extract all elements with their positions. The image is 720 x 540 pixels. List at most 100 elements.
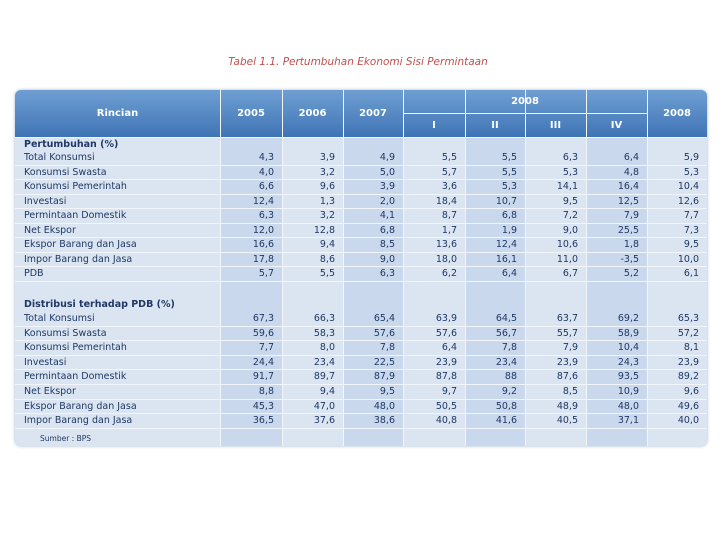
cell-value: 1,8	[623, 239, 639, 250]
cell-value: 6,6	[258, 181, 274, 192]
column-header: IV	[610, 120, 623, 131]
cell-value: 9,4	[319, 239, 335, 250]
cell-value: 9,6	[319, 181, 335, 192]
row-line	[15, 237, 707, 238]
cell-value: 37,6	[313, 415, 335, 427]
cell-value: 57,6	[373, 327, 395, 339]
column-line	[525, 90, 526, 446]
cell-value: 8,8	[258, 386, 274, 397]
cell-value: 5,5	[501, 152, 517, 163]
cell-value: 40,5	[556, 415, 578, 427]
cell-value: 6,3	[562, 152, 578, 163]
cell-value: 3,2	[319, 166, 335, 178]
source-note: Sumber : BPS	[40, 434, 92, 443]
column-header: I	[432, 120, 436, 131]
row-line	[15, 369, 707, 370]
column-header: 2008	[663, 108, 691, 119]
cell-value: 6,3	[379, 268, 395, 279]
cell-value: 23,4	[495, 356, 517, 368]
cell-value: 9,0	[562, 224, 578, 236]
cell-value: 88	[504, 371, 517, 383]
row-line	[15, 413, 707, 414]
cell-value: 48,0	[373, 400, 395, 412]
cell-value: 66,3	[313, 313, 335, 324]
cell-value: 93,5	[617, 371, 639, 383]
cell-value: 65,3	[677, 313, 699, 324]
row-label: Konsumsi Pemerintah	[24, 342, 127, 354]
cell-value: 47,0	[313, 400, 335, 412]
cell-value: 14,1	[556, 181, 578, 192]
column-line	[647, 90, 648, 446]
cell-value: 9,5	[683, 239, 699, 250]
cell-value: 25,5	[617, 224, 639, 236]
cell-value: 6,8	[379, 224, 395, 236]
column-line	[403, 90, 404, 446]
header-line	[403, 113, 647, 114]
cell-value: 5,3	[562, 166, 578, 178]
cell-value: -3,5	[620, 253, 639, 265]
cell-value: 5,5	[501, 166, 517, 178]
cell-value: 50,8	[495, 400, 517, 412]
cell-value: 10,6	[556, 239, 578, 250]
cell-value: 24,4	[252, 356, 274, 368]
cell-value: 3,2	[319, 210, 335, 221]
cell-value: 7,8	[501, 342, 517, 354]
cell-value: 6,7	[562, 268, 578, 279]
row-label: Konsumsi Swasta	[24, 166, 107, 178]
row-label: Konsumsi Swasta	[24, 327, 107, 339]
cell-value: 6,3	[258, 210, 274, 221]
row-line	[15, 194, 707, 195]
cell-value: 6,2	[441, 268, 457, 279]
cell-value: 5,0	[379, 166, 395, 178]
cell-value: 59,6	[252, 327, 274, 339]
row-label: Impor Barang dan Jasa	[24, 253, 133, 265]
cell-value: 89,2	[677, 371, 699, 383]
column-header: 2008	[511, 96, 539, 107]
cell-value: 24,3	[617, 356, 639, 368]
cell-value: 16,4	[617, 181, 639, 192]
section-title: Pertumbuhan (%)	[24, 139, 119, 150]
cell-value: 9,7	[441, 386, 457, 397]
cell-value: 69,2	[617, 313, 639, 324]
cell-value: 57,2	[677, 327, 699, 339]
cell-value: 5,7	[258, 268, 274, 279]
cell-value: 57,6	[435, 327, 457, 339]
column-header: 2005	[237, 108, 265, 119]
cell-value: 9,0	[379, 253, 395, 265]
cell-value: 67,3	[252, 313, 274, 324]
cell-value: 8,0	[319, 342, 335, 354]
cell-value: 5,3	[501, 181, 517, 192]
row-label: Net Ekspor	[24, 386, 76, 397]
cell-value: 8,5	[562, 386, 578, 397]
cell-value: 87,8	[435, 371, 457, 383]
cell-value: 5,5	[441, 152, 457, 163]
cell-value: 23,9	[435, 356, 457, 368]
cell-value: 50,5	[435, 400, 457, 412]
cell-value: 58,9	[617, 327, 639, 339]
cell-value: 4,9	[379, 152, 395, 163]
column-line	[465, 90, 466, 446]
cell-value: 56,7	[495, 327, 517, 339]
cell-value: 1,9	[501, 224, 517, 236]
cell-value: 8,7	[441, 210, 457, 221]
row-label: Permintaan Domestik	[24, 210, 127, 221]
cell-value: 7,9	[623, 210, 639, 221]
cell-value: 6,4	[623, 152, 639, 163]
cell-value: 87,6	[556, 371, 578, 383]
cell-value: 7,8	[379, 342, 395, 354]
cell-value: 58,3	[313, 327, 335, 339]
cell-value: 89,7	[313, 371, 335, 383]
row-label: Investasi	[24, 195, 67, 207]
row-line	[15, 384, 707, 385]
row-line	[15, 281, 707, 282]
cell-value: 7,7	[258, 342, 274, 354]
row-line	[15, 399, 707, 400]
cell-value: 5,7	[441, 166, 457, 178]
cell-value: 9,5	[562, 195, 578, 207]
section-title: Distribusi terhadap PDB (%)	[24, 299, 175, 310]
row-label: Investasi	[24, 356, 67, 368]
row-label: Ekspor Barang dan Jasa	[24, 239, 137, 250]
cell-value: 23,4	[313, 356, 335, 368]
cell-value: 1,7	[441, 224, 457, 236]
